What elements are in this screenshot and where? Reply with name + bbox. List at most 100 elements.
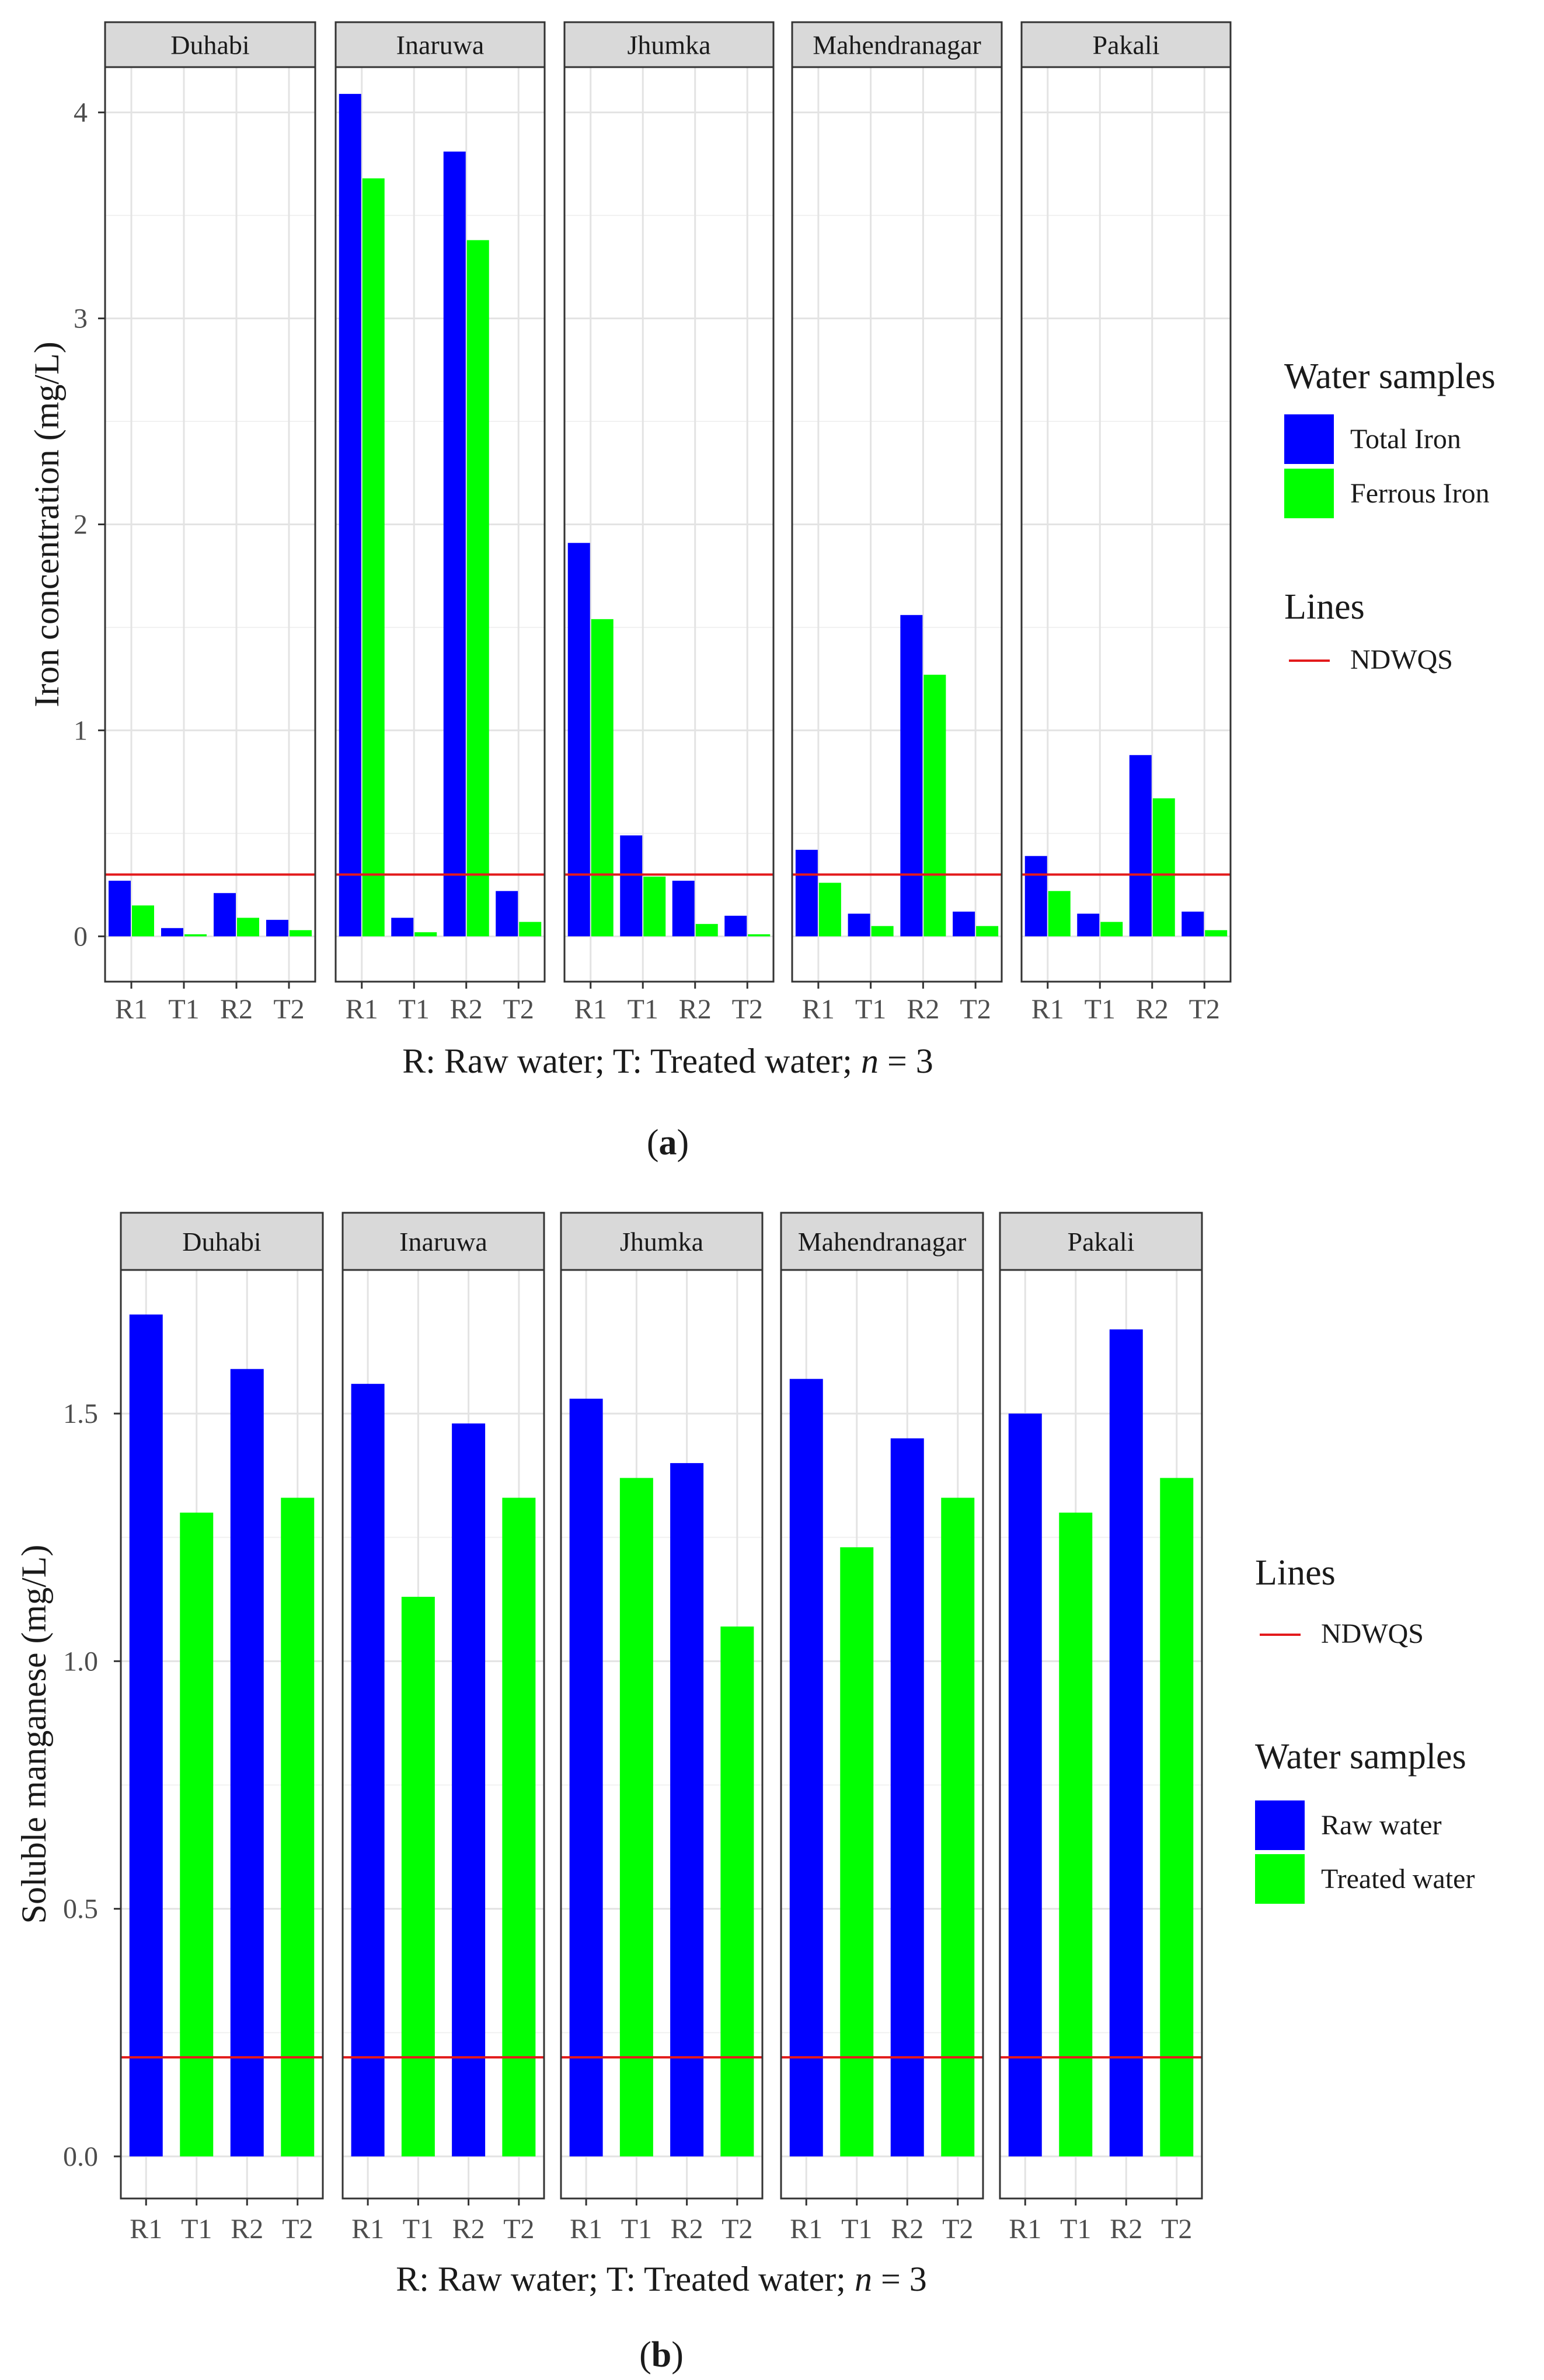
bar-jhumka-t1-total-iron	[620, 835, 643, 937]
bar-inaruwa-t1-ferrous-iron	[414, 932, 437, 937]
facet-label: Jhumka	[627, 30, 710, 60]
y-tick-label: 1	[74, 715, 88, 746]
y-tick-label: 0	[74, 921, 88, 952]
x-tick-label: R2	[671, 2214, 703, 2245]
bar-mahendranagar-r2-total-iron	[900, 615, 923, 937]
bar-duhabi-r1	[129, 1314, 163, 2156]
x-tick-label: T2	[960, 994, 991, 1025]
x-tick-label: R2	[220, 994, 253, 1025]
bar-duhabi-r1-ferrous-iron	[132, 905, 154, 937]
bar-pakali-t2-ferrous-iron	[1205, 930, 1228, 937]
x-axis-title-part: R: Raw water; T: Treated water;	[402, 1042, 861, 1080]
bar-duhabi-r1-total-iron	[109, 881, 131, 937]
y-tick-label: 0.5	[63, 1894, 98, 1925]
x-tick-label: R1	[1031, 994, 1064, 1025]
x-tick-label: T1	[841, 2214, 872, 2245]
bar-jhumka-r2	[670, 1463, 704, 2156]
legend-key-raw-water	[1255, 1800, 1305, 1850]
bar-mahendranagar-t1-ferrous-iron	[871, 926, 894, 937]
bar-mahendranagar-r2	[890, 1438, 924, 2156]
caption-paren: )	[671, 2335, 684, 2375]
bar-duhabi-r2-total-iron	[214, 893, 236, 937]
x-tick-label: R1	[346, 994, 378, 1025]
facet-label: Pakali	[1068, 1227, 1135, 1257]
bar-pakali-r1	[1008, 1414, 1042, 2156]
bar-inaruwa-t2-total-iron	[496, 891, 518, 937]
facet-strip	[104, 21, 316, 68]
x-tick-label: T1	[403, 2214, 434, 2245]
y-tick-label: 1.0	[63, 1646, 98, 1677]
bar-jhumka-r1-ferrous-iron	[591, 619, 614, 937]
x-axis-title-part: = 3	[872, 2260, 927, 2298]
facet-strip	[120, 1212, 324, 1271]
x-axis-title-part: = 3	[879, 1042, 933, 1080]
facet-label: Jhumka	[620, 1227, 703, 1257]
facet-strip	[791, 21, 1003, 68]
bar-mahendranagar-t2	[941, 1498, 975, 2156]
x-axis-title-part: n	[861, 1042, 879, 1080]
x-tick-label: T2	[722, 2214, 752, 2245]
x-tick-label: R2	[907, 994, 939, 1025]
bar-jhumka-r1	[569, 1398, 603, 2156]
y-tick-label: 0.0	[63, 2141, 98, 2172]
facet-strip	[334, 21, 546, 68]
x-tick-label: R1	[130, 2214, 162, 2245]
x-tick-label: T2	[503, 2214, 534, 2245]
legend-series-title: Water samples	[1255, 1737, 1466, 1777]
x-tick-label: T1	[1085, 994, 1116, 1025]
bar-pakali-r2	[1109, 1329, 1143, 2156]
bar-mahendranagar-r1-total-iron	[795, 850, 818, 937]
x-tick-label: T1	[855, 994, 886, 1025]
caption-paren: (	[639, 2335, 651, 2375]
x-tick-label: R1	[351, 2214, 384, 2245]
caption-paren: (	[647, 1123, 659, 1163]
bar-jhumka-t1	[619, 1478, 653, 2156]
y-tick-label: 3	[74, 303, 88, 334]
x-tick-label: R2	[452, 2214, 485, 2245]
x-tick-label: T2	[282, 2214, 313, 2245]
bar-jhumka-t2-ferrous-iron	[748, 934, 771, 937]
facet-strip	[999, 1212, 1203, 1271]
legend-key-treated-water	[1255, 1854, 1305, 1904]
bar-inaruwa-t2	[502, 1498, 536, 2156]
bar-jhumka-t1-ferrous-iron	[643, 877, 666, 937]
x-tick-label: T2	[503, 994, 534, 1025]
bar-pakali-r1-total-iron	[1024, 856, 1047, 937]
x-tick-label: R2	[891, 2214, 923, 2245]
bar-pakali-t1	[1059, 1512, 1093, 2156]
bar-duhabi-r2-ferrous-iron	[237, 917, 259, 937]
facet-label: Inaruwa	[396, 30, 485, 60]
facet-label: Inaruwa	[399, 1227, 487, 1257]
bar-inaruwa-t1	[401, 1597, 435, 2156]
bar-mahendranagar-t2-total-iron	[953, 912, 975, 937]
bar-inaruwa-r1-total-iron	[339, 93, 361, 937]
bar-mahendranagar-t2-ferrous-iron	[976, 926, 999, 937]
bar-pakali-r1-ferrous-iron	[1048, 891, 1071, 937]
bar-jhumka-r2-ferrous-iron	[695, 924, 718, 937]
facet-strip	[560, 1212, 764, 1271]
facet-strip	[780, 1212, 984, 1271]
bar-duhabi-t2-ferrous-iron	[290, 930, 312, 937]
y-tick-label: 2	[74, 509, 88, 540]
x-tick-label: T1	[399, 994, 430, 1025]
caption-paren: )	[677, 1123, 689, 1163]
caption-letter: b	[651, 2335, 671, 2375]
bar-pakali-r2-ferrous-iron	[1152, 798, 1175, 937]
bar-inaruwa-t1-total-iron	[391, 917, 414, 937]
legend-label: NDWQS	[1321, 1618, 1424, 1649]
bar-mahendranagar-r2-ferrous-iron	[923, 675, 946, 937]
legend-key-total-iron	[1284, 414, 1334, 464]
panel-caption: (b)	[639, 2335, 684, 2375]
bar-pakali-t1-total-iron	[1077, 913, 1100, 937]
bar-pakali-t2	[1160, 1478, 1194, 2156]
facet-strip	[563, 21, 775, 68]
x-tick-label: T1	[628, 994, 658, 1025]
bar-pakali-t2-total-iron	[1181, 912, 1204, 937]
bar-inaruwa-r1	[351, 1384, 385, 2156]
x-tick-label: R1	[574, 994, 607, 1025]
x-tick-label: R2	[679, 994, 712, 1025]
x-tick-label: T2	[1189, 994, 1220, 1025]
facet-label: Mahendranagar	[798, 1227, 967, 1257]
bar-pakali-t1-ferrous-iron	[1100, 922, 1123, 937]
